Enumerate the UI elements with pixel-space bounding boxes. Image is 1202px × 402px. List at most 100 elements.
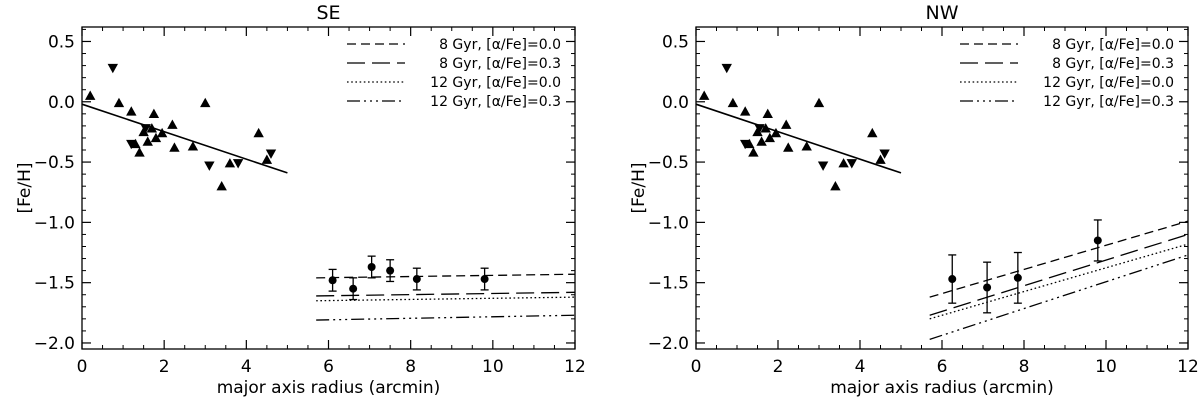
x-tick-label: 10 [482,357,504,377]
y-tick-label: 0.0 [662,93,689,113]
down-triangle-point [879,149,890,159]
model-line-dashed [929,220,1189,298]
up-triangle-point [783,142,794,152]
data-point [328,276,337,285]
data-point [1093,236,1102,245]
legend-label: 8 Gyr, [α/Fe]=0.0 [1052,37,1174,53]
up-triangle-point [875,154,886,164]
up-triangle-point [762,108,773,118]
x-tick-label: 8 [405,357,416,377]
model-line-dotted [929,243,1189,320]
up-triangle-point [748,147,759,157]
fit-line [81,103,288,174]
down-triangle-point [754,124,765,134]
up-triangle-point [126,106,137,116]
up-triangle-point [113,97,125,108]
up-triangle-point [216,180,227,191]
down-triangle-point [265,149,277,159]
up-triangle-point [740,106,751,116]
y-tick-label: −0.5 [34,153,75,173]
y-tick-label: −2.0 [648,334,689,354]
data-point [367,262,376,271]
down-triangle-point [140,124,151,134]
up-triangle-point [146,123,158,133]
model-line-longdash [316,291,576,297]
legend-label: 8 Gyr, [α/Fe]=0.3 [1052,56,1174,72]
data-point [983,283,992,292]
legend-label: 12 Gyr, [α/Fe]=0.0 [1043,75,1174,91]
up-triangle-point [699,90,710,100]
down-triangle-point [232,159,244,169]
up-triangle-point [134,147,145,157]
x-tick-label: 2 [773,357,784,377]
data-point [480,275,489,284]
y-tick-label: −0.5 [648,153,689,173]
down-triangle-point [107,63,119,74]
legend-label: 8 Gyr, [α/Fe]=0.0 [439,37,561,53]
up-triangle-point [830,180,841,191]
down-triangle-point [846,159,857,169]
panel-title: SE [316,2,340,24]
up-triangle-point [760,123,771,133]
up-triangle-point [770,127,782,138]
x-tick-label: 12 [564,357,586,377]
up-triangle-point [85,90,96,100]
panel-title: NW [926,2,959,24]
x-tick-label: 4 [241,357,252,377]
up-triangle-point [150,132,162,143]
y-axis-title: [Fe/H] [15,162,35,213]
up-triangle-point [253,127,264,138]
fit-line [695,103,902,174]
up-triangle-point [727,97,739,108]
up-triangle-point [752,126,763,137]
data-point [948,275,957,284]
down-triangle-point [740,139,751,150]
x-tick-label: 12 [1177,357,1199,377]
up-triangle-point [200,97,211,108]
up-triangle-point [142,136,153,146]
y-tick-label: −1.5 [34,274,75,294]
up-triangle-point [813,97,825,108]
legend-label: 12 Gyr, [α/Fe]=0.0 [430,75,561,91]
down-triangle-point [817,161,829,171]
model-line-dashdotdotdot [929,254,1189,340]
legend-label: 8 Gyr, [α/Fe]=0.3 [439,56,561,72]
model-line-dashed [316,273,576,279]
y-tick-label: 0.5 [48,32,75,52]
y-tick-label: −2.0 [34,334,75,354]
x-tick-label: 8 [1019,357,1030,377]
model-line-dashdotdotdot [316,314,576,321]
up-triangle-point [867,127,878,138]
y-tick-label: −1.0 [648,213,689,233]
x-tick-label: 6 [323,357,334,377]
x-axis-title: major axis radius (arcmin) [217,378,441,398]
y-axis-title: [Fe/H] [629,162,649,213]
legend-label: 12 Gyr, [α/Fe]=0.3 [430,94,561,110]
legend-label: 12 Gyr, [α/Fe]=0.3 [1043,94,1174,110]
x-tick-label: 0 [691,357,702,377]
up-triangle-point [169,142,180,152]
up-triangle-point [261,154,273,164]
x-tick-label: 2 [159,357,170,377]
up-triangle-point [138,126,149,137]
up-triangle-point [764,132,775,143]
down-triangle-point [204,161,215,171]
x-tick-label: 6 [937,357,948,377]
data-point [412,275,421,284]
y-tick-label: −1.0 [34,213,75,233]
x-tick-label: 4 [855,357,866,377]
up-triangle-point [148,108,160,118]
model-line-dotted [316,296,576,302]
up-triangle-point [224,158,236,168]
down-triangle-point [721,63,732,74]
y-tick-label: 0.5 [662,32,689,52]
data-point [349,284,358,293]
data-point [386,266,395,275]
panel-nw: 0 2 4 6 8 10 12 −2.0 −1.5 −1.0 −0.5 0.0 0.5 NW major a… [629,2,1199,398]
up-triangle-point [187,141,199,151]
x-tick-label: 10 [1095,357,1117,377]
y-tick-label: 0.0 [48,93,75,113]
panel-se: 0 2 4 6 8 10 12 −2.0 −1.5 −1.0 −0.5 0.0 0.5 SE major a… [15,2,586,398]
x-axis-title: major axis radius (arcmin) [830,378,1054,398]
up-triangle-point [167,119,178,129]
